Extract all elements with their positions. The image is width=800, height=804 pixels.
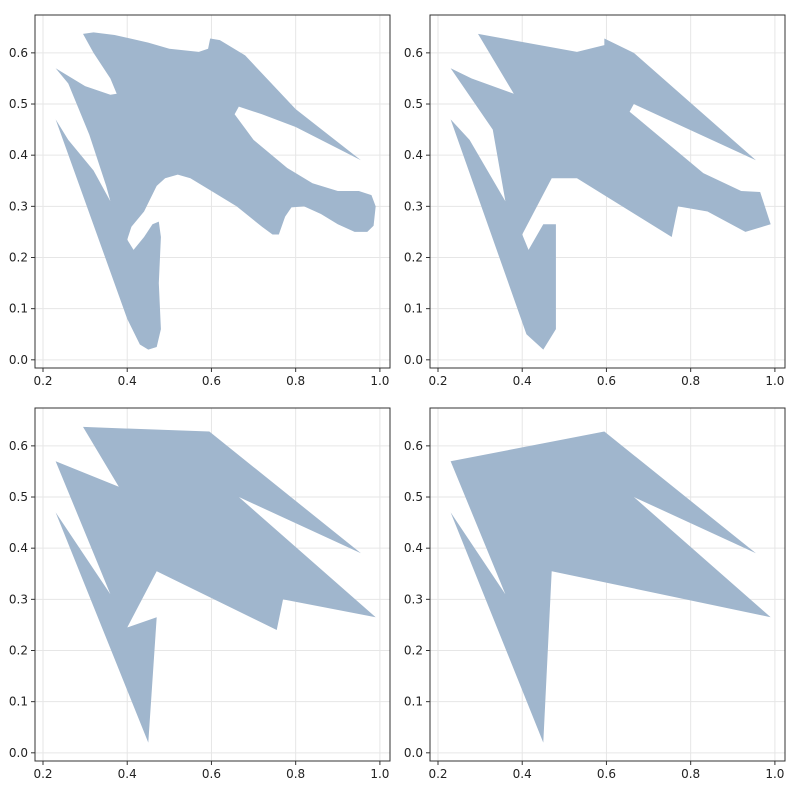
x-tick-label: 0.2 — [33, 374, 52, 388]
y-tick-label: 0.1 — [404, 302, 423, 316]
y-tick-label: 0.1 — [9, 302, 28, 316]
y-tick-label: 0.4 — [404, 148, 423, 162]
x-tick-label: 0.6 — [597, 374, 616, 388]
x-tick-label: 0.6 — [202, 374, 221, 388]
polygon — [55, 426, 376, 743]
y-tick-label: 0.6 — [9, 46, 28, 60]
y-tick-label: 0.1 — [9, 695, 28, 709]
x-tick-label: 1.0 — [370, 374, 389, 388]
y-tick-label: 0.3 — [9, 199, 28, 213]
y-tick-label: 0.0 — [9, 353, 28, 367]
y-tick-label: 0.5 — [404, 490, 423, 504]
y-tick-label: 0.4 — [9, 148, 28, 162]
y-tick-label: 0.6 — [9, 439, 28, 453]
y-tick-label: 0.2 — [404, 250, 423, 264]
y-tick-label: 0.3 — [404, 199, 423, 213]
y-tick-label: 0.3 — [404, 592, 423, 606]
y-tick-label: 0.0 — [9, 746, 28, 760]
y-tick-label: 0.2 — [404, 643, 423, 657]
y-tick-label: 0.3 — [9, 592, 28, 606]
y-tick-label: 0.2 — [9, 250, 28, 264]
x-tick-label: 0.2 — [428, 767, 447, 781]
x-tick-label: 0.8 — [681, 767, 700, 781]
plot-frame — [34, 14, 391, 369]
x-tick-label: 0.6 — [202, 767, 221, 781]
x-tick-label: 0.4 — [513, 374, 532, 388]
y-tick-label: 0.6 — [404, 439, 423, 453]
y-tick-label: 0.5 — [404, 97, 423, 111]
y-tick-label: 0.0 — [404, 353, 423, 367]
x-tick-label: 1.0 — [765, 374, 784, 388]
x-tick-label: 1.0 — [765, 767, 784, 781]
x-tick-label: 0.4 — [118, 767, 137, 781]
x-tick-label: 1.0 — [370, 767, 389, 781]
polygon — [450, 33, 771, 350]
x-tick-label: 0.8 — [286, 767, 305, 781]
x-tick-label: 0.8 — [286, 374, 305, 388]
y-tick-label: 0.0 — [404, 746, 423, 760]
x-tick-label: 0.4 — [513, 767, 532, 781]
plot-frame — [429, 407, 786, 762]
polygon — [55, 32, 376, 350]
y-tick-label: 0.1 — [404, 695, 423, 709]
plot-frame — [34, 407, 391, 762]
y-tick-label: 0.5 — [9, 490, 28, 504]
x-tick-label: 0.2 — [428, 374, 447, 388]
polygon — [450, 431, 771, 743]
y-tick-label: 0.4 — [404, 541, 423, 555]
x-tick-label: 0.4 — [118, 374, 137, 388]
y-tick-label: 0.6 — [404, 46, 423, 60]
x-tick-label: 0.8 — [681, 374, 700, 388]
plot-frame — [429, 14, 786, 369]
x-tick-label: 0.6 — [597, 767, 616, 781]
x-tick-label: 0.2 — [33, 767, 52, 781]
y-tick-label: 0.5 — [9, 97, 28, 111]
y-tick-label: 0.4 — [9, 541, 28, 555]
y-tick-label: 0.2 — [9, 643, 28, 657]
